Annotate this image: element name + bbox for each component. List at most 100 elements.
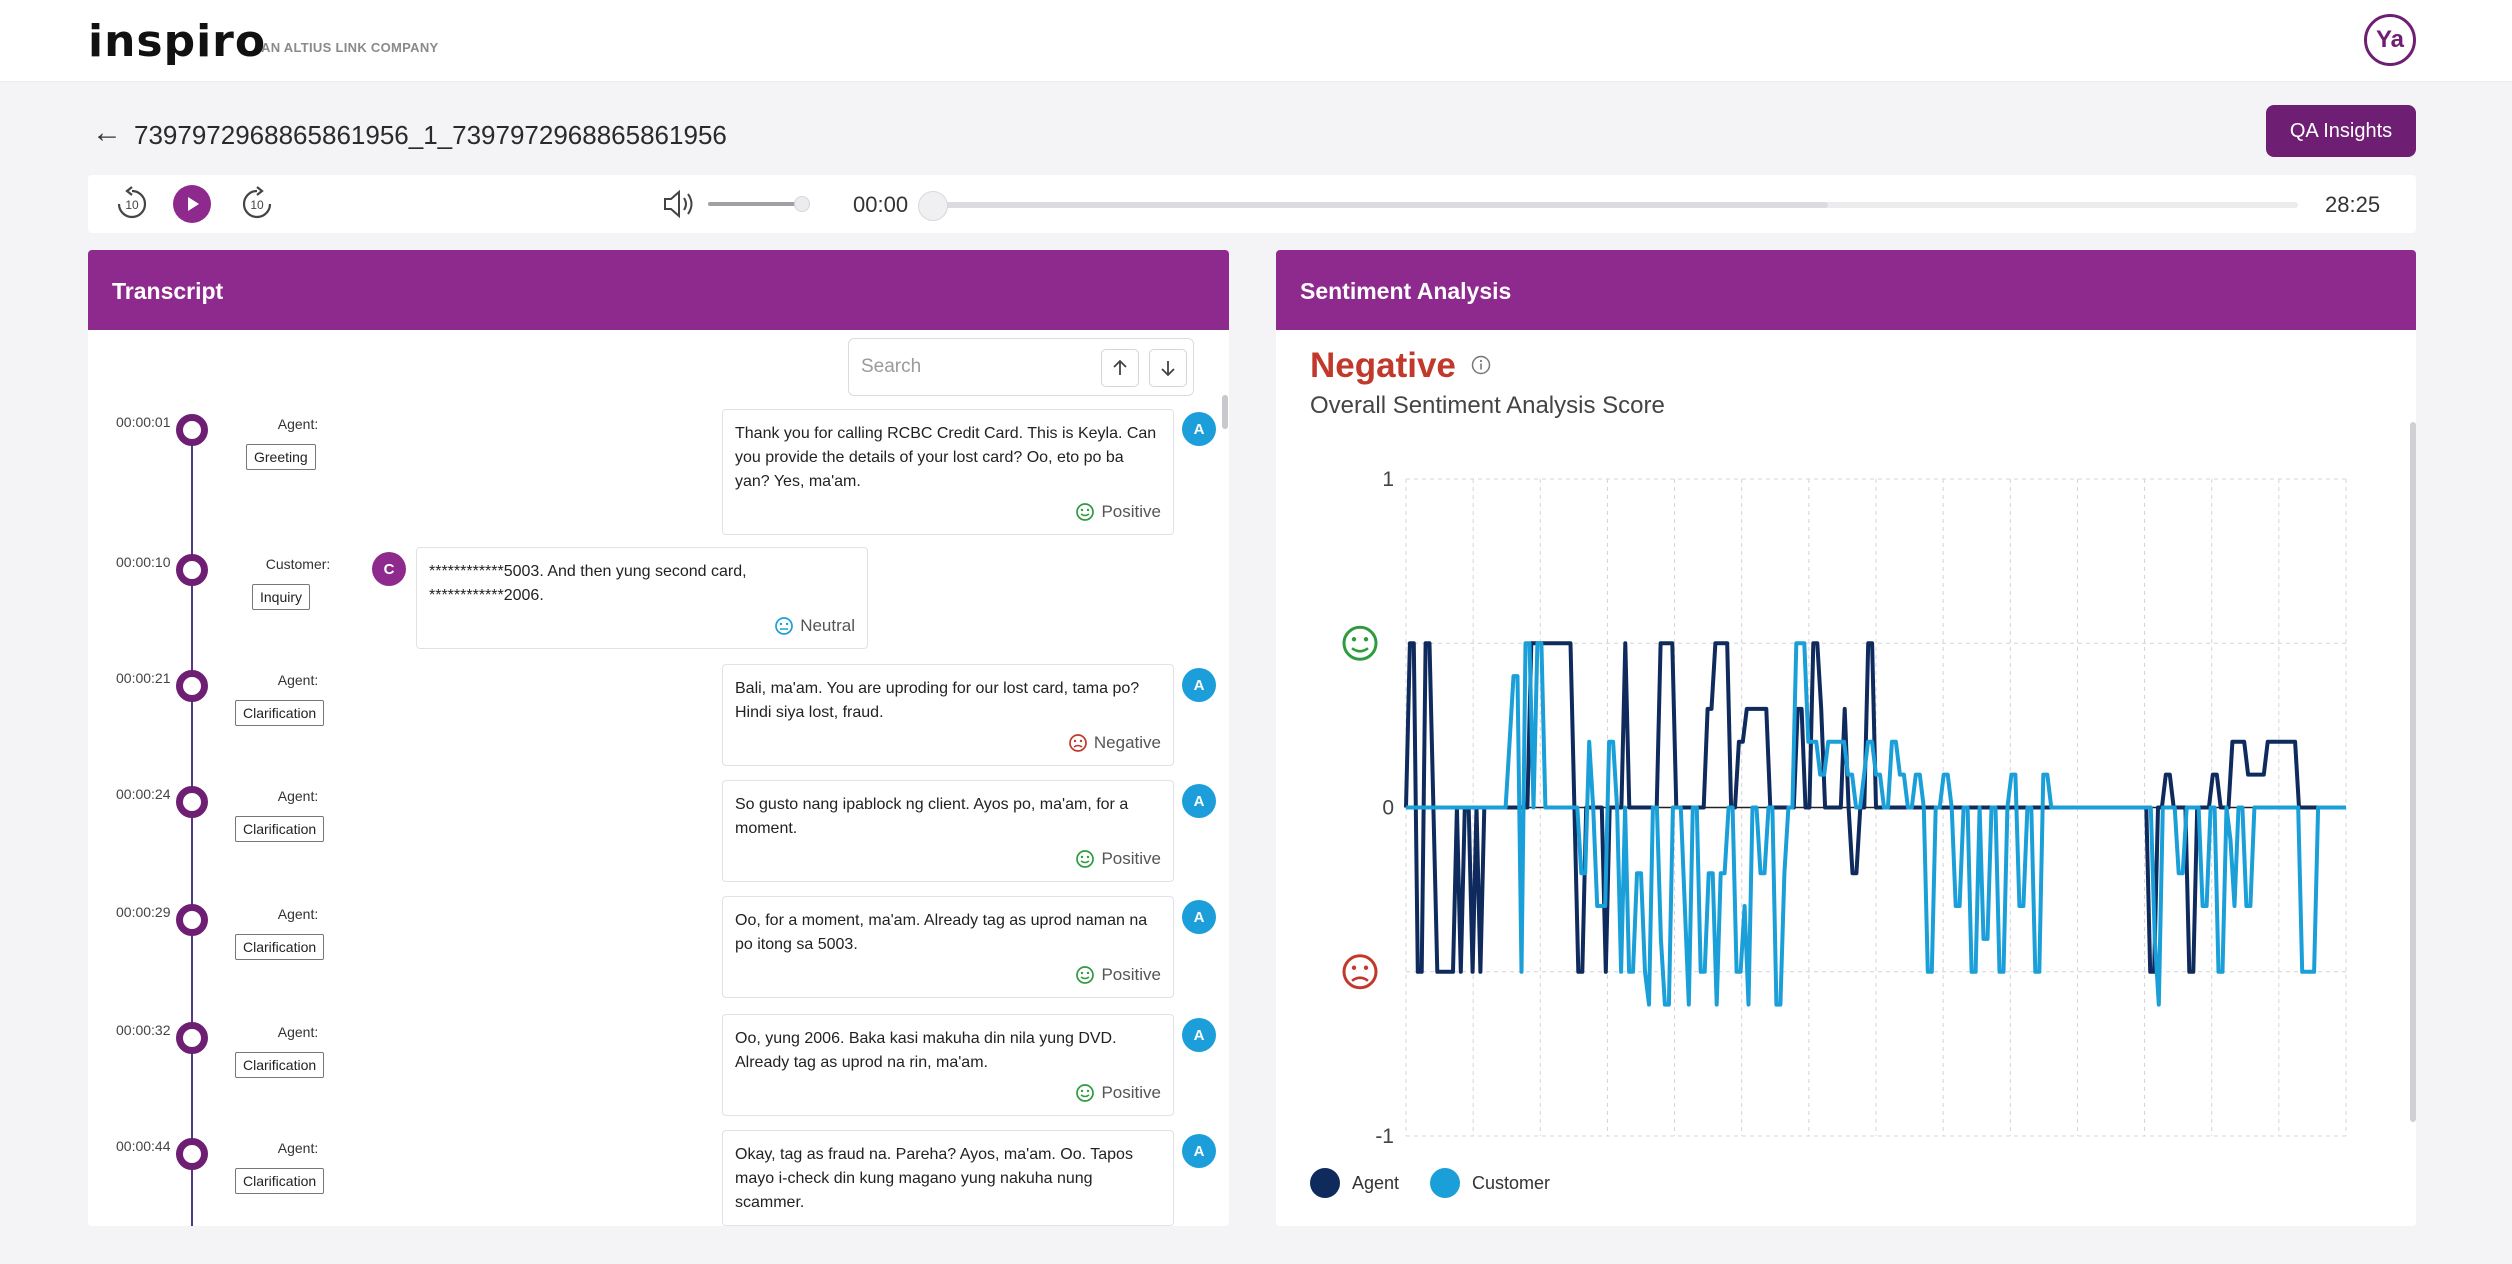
volume-slider-handle[interactable] bbox=[794, 196, 810, 212]
chart-lines bbox=[1404, 641, 2346, 1007]
message-text: Okay, tag as fraud na. Pareha? Ayos, ma'… bbox=[735, 1146, 1133, 1211]
total-time: 28:25 bbox=[2325, 192, 2381, 217]
face-eye bbox=[1363, 965, 1369, 970]
face-eye bbox=[1351, 637, 1357, 642]
sentiment-title: Sentiment Analysis bbox=[1276, 250, 2416, 330]
positive-face-icon bbox=[1342, 625, 1378, 661]
entry-speaker: Agent: bbox=[277, 788, 319, 804]
face-eye bbox=[1351, 965, 1357, 970]
message-bubble[interactable]: Oo, yung 2006. Baka kasi makuha din nila… bbox=[722, 1014, 1174, 1116]
agent-badge: A bbox=[1182, 412, 1216, 446]
transcript-search bbox=[848, 338, 1194, 396]
agent-badge: A bbox=[1182, 1018, 1216, 1052]
timeline-node[interactable] bbox=[176, 1022, 208, 1054]
sentiment-subtitle: Overall Sentiment Analysis Score bbox=[1310, 392, 1665, 419]
timeline-node[interactable] bbox=[176, 554, 208, 586]
entry-speaker: Agent: bbox=[277, 906, 319, 922]
audio-player: 10 10 00:00 28:25 bbox=[88, 175, 2416, 233]
transcript-title: Transcript bbox=[88, 250, 1229, 330]
entry-speaker: Agent: bbox=[277, 672, 319, 688]
transcript-panel: Transcript 00:00:01 Agent: Greeting Than… bbox=[88, 250, 1229, 1226]
page-title: 7397972968865861956_1_739797296886586195… bbox=[134, 120, 727, 150]
play-icon[interactable] bbox=[173, 185, 211, 223]
face-outline bbox=[1342, 954, 1378, 990]
search-input[interactable] bbox=[861, 353, 1081, 381]
message-bubble[interactable]: ************5003. And then yung second c… bbox=[416, 547, 868, 649]
chart-faces bbox=[1342, 625, 1378, 990]
face-mouth bbox=[1351, 647, 1369, 653]
legend-customer-swatch bbox=[1430, 1168, 1460, 1198]
timeline-node[interactable] bbox=[176, 786, 208, 818]
entry-timestamp: 00:00:01 bbox=[116, 414, 171, 430]
sentiment-indicator: Positive bbox=[735, 847, 1161, 871]
series-line-agent bbox=[1404, 641, 2346, 974]
negative-face-icon bbox=[1342, 954, 1378, 990]
legend-agent-swatch bbox=[1310, 1168, 1340, 1198]
customer-badge: C bbox=[372, 552, 406, 586]
neutral-face-icon bbox=[775, 617, 794, 635]
message-text: Thank you for calling RCBC Credit Card. … bbox=[735, 425, 1157, 490]
search-next-button[interactable] bbox=[1149, 349, 1187, 387]
overall-sentiment-label: Negative bbox=[1310, 346, 1456, 385]
seek-handle[interactable] bbox=[918, 191, 948, 221]
sentiment-indicator: Positive bbox=[735, 963, 1161, 987]
company-logo[interactable]: inspiro bbox=[88, 16, 267, 67]
entry-tag: Clarification bbox=[235, 934, 325, 960]
y-tick-label: 0 bbox=[1382, 797, 1394, 820]
sentiment-indicator: Positive bbox=[735, 1081, 1161, 1105]
entry-speaker: Agent: bbox=[277, 1024, 319, 1040]
rewind-10-icon[interactable]: 10 bbox=[113, 185, 151, 223]
sentiment-scrollbar[interactable] bbox=[2410, 422, 2416, 1122]
search-prev-button[interactable] bbox=[1101, 349, 1139, 387]
entry-timestamp: 00:00:44 bbox=[116, 1138, 171, 1154]
sentiment-label: Positive bbox=[1101, 965, 1161, 984]
series-line-customer bbox=[1406, 641, 2346, 1007]
message-bubble[interactable]: Thank you for calling RCBC Credit Card. … bbox=[722, 409, 1174, 535]
svg-text:10: 10 bbox=[125, 198, 139, 212]
entry-tag: Inquiry bbox=[252, 584, 311, 610]
message-bubble[interactable]: Okay, tag as fraud na. Pareha? Ayos, ma'… bbox=[722, 1130, 1174, 1226]
legend-customer[interactable]: Customer bbox=[1430, 1168, 1550, 1198]
top-bar: inspiro AN ALTIUS LINK COMPANY Ya bbox=[0, 0, 2512, 82]
face-eye bbox=[1363, 637, 1369, 642]
chart-y-ticks: 1 0 -1 bbox=[1375, 468, 1394, 1148]
info-icon[interactable] bbox=[1470, 354, 1492, 376]
entry-tag: Clarification bbox=[235, 816, 325, 842]
negative-face-icon bbox=[1069, 734, 1087, 752]
y-tick-label: -1 bbox=[1375, 1125, 1394, 1148]
forward-10-icon[interactable]: 10 bbox=[238, 185, 276, 223]
sentiment-label: Neutral bbox=[800, 616, 855, 635]
entry-timestamp: 00:00:24 bbox=[116, 786, 171, 802]
sentiment-label: Positive bbox=[1101, 502, 1161, 521]
sentiment-indicator: Positive bbox=[735, 500, 1161, 524]
agent-badge: A bbox=[1182, 784, 1216, 818]
entry-tag: Clarification bbox=[235, 1052, 325, 1078]
volume-icon[interactable] bbox=[660, 185, 698, 223]
sentiment-panel: Sentiment Analysis Negative Overall Sent… bbox=[1276, 250, 2416, 1226]
face-mouth bbox=[1351, 976, 1369, 982]
message-bubble[interactable]: Oo, for a moment, ma'am. Already tag as … bbox=[722, 896, 1174, 998]
timeline-node[interactable] bbox=[176, 670, 208, 702]
entry-speaker: Customer: bbox=[265, 556, 331, 572]
entry-timestamp: 00:00:29 bbox=[116, 904, 171, 920]
user-avatar[interactable]: Ya bbox=[2364, 14, 2416, 66]
timeline-node[interactable] bbox=[176, 414, 208, 446]
qa-insights-button[interactable]: QA Insights bbox=[2266, 105, 2416, 157]
face-outline bbox=[1342, 625, 1378, 661]
timeline-node[interactable] bbox=[176, 904, 208, 936]
back-arrow-icon[interactable]: ← bbox=[92, 116, 122, 149]
message-bubble[interactable]: Bali, ma'am. You are uproding for our lo… bbox=[722, 664, 1174, 766]
timeline-node[interactable] bbox=[176, 1138, 208, 1170]
positive-face-icon bbox=[1076, 1084, 1095, 1102]
sentiment-label: Positive bbox=[1101, 849, 1161, 868]
entry-tag: Greeting bbox=[246, 444, 316, 470]
positive-face-icon bbox=[1076, 966, 1095, 984]
message-bubble[interactable]: So gusto nang ipablock ng client. Ayos p… bbox=[722, 780, 1174, 882]
message-text: So gusto nang ipablock ng client. Ayos p… bbox=[735, 796, 1129, 837]
legend-agent[interactable]: Agent bbox=[1310, 1168, 1399, 1198]
y-tick-label: 1 bbox=[1382, 468, 1394, 491]
entry-speaker: Agent: bbox=[277, 1140, 319, 1156]
transcript-scrollbar[interactable] bbox=[1222, 395, 1228, 429]
entry-tag: Clarification bbox=[235, 700, 325, 726]
positive-face-icon bbox=[1076, 503, 1095, 521]
